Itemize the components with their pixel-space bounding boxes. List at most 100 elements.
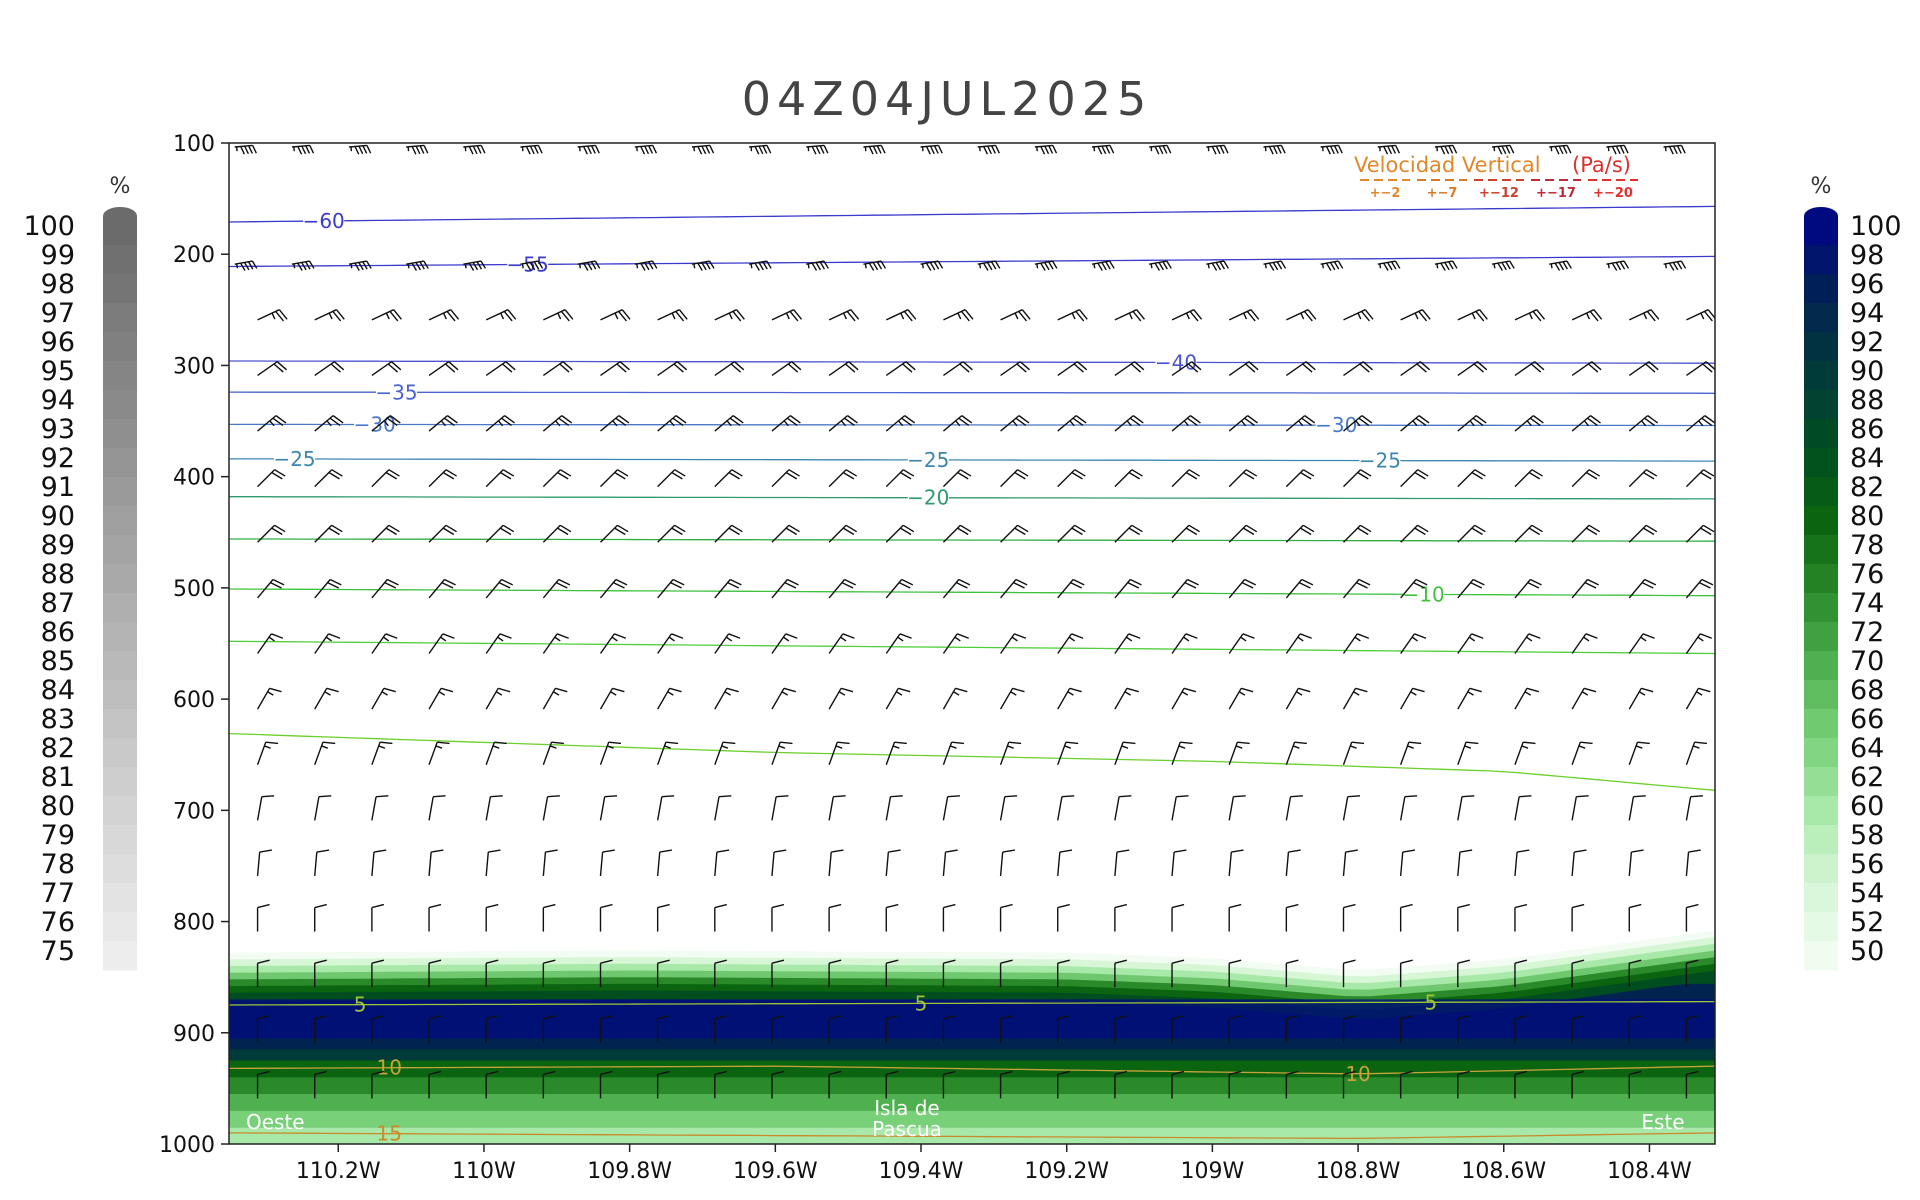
wind-barb (1342, 849, 1358, 877)
wind-barb (885, 415, 916, 432)
wind-barb (1171, 687, 1197, 710)
colorbar-swatch (103, 477, 137, 507)
wind-barb (999, 959, 1013, 988)
wind-barb (1320, 144, 1343, 155)
colorbar-label: 54 (1850, 878, 1884, 909)
contour-line (229, 1132, 1715, 1140)
wind-barb (828, 1070, 842, 1099)
contour-label-bg (1403, 583, 1445, 606)
wind-barb (771, 309, 803, 322)
wind-barb (314, 469, 343, 488)
wind-barb (691, 260, 715, 271)
wind-barb (1228, 795, 1246, 821)
wind-barb (1686, 361, 1715, 377)
wind-barb (1457, 415, 1487, 432)
wind-barb (371, 309, 402, 322)
wind-barb (1399, 849, 1416, 877)
wind-barb (1114, 1070, 1128, 1099)
wind-barb (885, 578, 914, 599)
wind-barb (1342, 795, 1361, 821)
wind-barb (1400, 687, 1425, 710)
wind-barb (1057, 1015, 1070, 1043)
y-tick-label: 500 (173, 577, 215, 602)
wind-barb (1457, 903, 1470, 932)
wind-barb (485, 361, 516, 377)
wind-barb (1628, 633, 1655, 654)
wind-barb (428, 361, 459, 377)
wind-barb (1628, 1070, 1642, 1099)
wind-barb (371, 795, 389, 821)
colorbar-cap (103, 207, 137, 225)
colorbar-swatch (103, 274, 137, 304)
colorbar-label: 84 (1850, 443, 1884, 474)
colorbar-label: 88 (41, 559, 75, 590)
wind-barb (1342, 1015, 1356, 1043)
wind-barb (1571, 1015, 1585, 1043)
colorbar-swatch (1804, 419, 1838, 449)
wind-barb (1114, 687, 1139, 710)
wind-barb (463, 260, 487, 271)
wind-barb (1685, 469, 1715, 488)
wind-barb (885, 1015, 899, 1043)
wind-barb (828, 578, 856, 599)
colorbar-label: 56 (1850, 849, 1884, 880)
wind-barb (942, 469, 972, 488)
contour-label: −20 (907, 486, 949, 510)
colorbar-swatch (103, 912, 137, 942)
wind-barb (656, 741, 679, 765)
contour-line (229, 588, 1715, 597)
wind-barb (428, 795, 446, 821)
wind-barb (257, 469, 286, 488)
wind-barb (1171, 578, 1199, 599)
wind-barb (1685, 741, 1708, 765)
wind-barb (599, 849, 615, 877)
wind-barb (599, 1070, 613, 1099)
wind-barb (314, 524, 343, 543)
wind-barb (599, 1015, 613, 1043)
wind-barb (1514, 795, 1532, 821)
colorbar-swatch (1804, 738, 1838, 768)
wind-barb (257, 578, 285, 599)
vv-level-label: +−12 (1479, 186, 1519, 201)
contour-label-bg (303, 209, 345, 232)
wind-barb (314, 741, 336, 765)
wind-barb (1114, 415, 1144, 432)
wind-barb (1457, 524, 1486, 543)
wind-barb (714, 903, 727, 932)
wind-barb (1114, 633, 1141, 654)
wind-barb (371, 469, 400, 488)
colorbar-swatch (1804, 535, 1838, 565)
wind-barb (371, 741, 393, 765)
contour-line (229, 640, 1715, 655)
wind-barb (1399, 795, 1418, 821)
wind-barb (1263, 144, 1286, 155)
wind-barb (920, 260, 944, 271)
contour-label-bg (354, 413, 396, 436)
wind-barb (1091, 144, 1115, 155)
wind-barb (771, 1070, 785, 1099)
wind-barb (920, 144, 943, 155)
wind-barb (863, 260, 887, 271)
wind-barb (714, 524, 743, 543)
contour-label: 15 (377, 1122, 402, 1146)
x-tick-label: 109W (1181, 1159, 1245, 1184)
wind-barb (542, 849, 558, 877)
wind-barb (1228, 741, 1250, 765)
wind-barb (291, 144, 315, 155)
humidity-shading (229, 930, 1715, 1144)
contour-line (229, 360, 1715, 364)
wind-barb (1377, 260, 1401, 271)
colorbar-label: 74 (1850, 588, 1884, 619)
wind-barb (1400, 469, 1429, 488)
wind-barb (1400, 578, 1428, 599)
colorbar-swatch (1804, 390, 1838, 420)
wind-barb (1342, 578, 1371, 599)
colorbar-label: 86 (41, 617, 75, 648)
wind-barb (656, 849, 673, 877)
colorbar-label: 78 (41, 849, 75, 880)
wind-barb (428, 469, 457, 488)
wind-barb (542, 633, 569, 654)
wind-barb (999, 1015, 1013, 1043)
wind-barb (1228, 524, 1258, 543)
x-tick-label: 108.6W (1461, 1159, 1546, 1184)
